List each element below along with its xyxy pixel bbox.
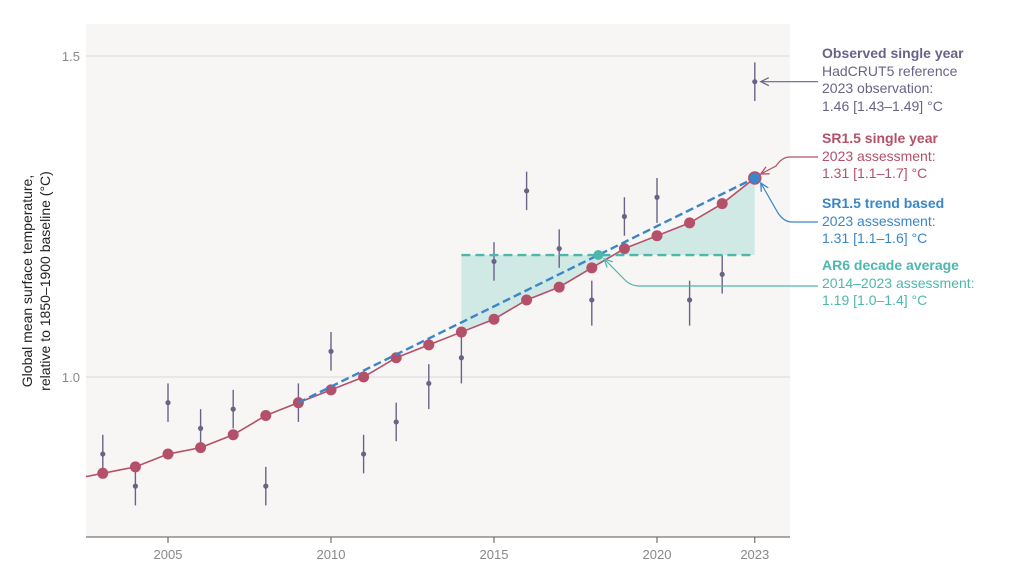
observed-point <box>556 246 562 252</box>
sr15-point <box>325 384 337 396</box>
observed-point <box>491 258 497 265</box>
sr15-point <box>227 429 239 441</box>
observed-point <box>263 483 269 489</box>
annotation-sr15-trend-title: SR1.5 trend based <box>822 195 945 211</box>
observed-point <box>198 425 204 431</box>
sr15-point <box>553 281 565 293</box>
x-tick-label: 2020 <box>643 547 672 562</box>
annotation-sr15-single-line-2: 1.31 [1.1–1.7] °C <box>822 165 928 181</box>
plot-background <box>86 24 790 537</box>
annotation-sr15-trend-line-1: 2023 assessment: <box>822 212 936 229</box>
sr15-point <box>423 339 435 351</box>
ar6-midpoint-marker <box>593 250 604 261</box>
annotation-arrows <box>604 82 818 287</box>
sr15-point <box>651 230 663 242</box>
observed-point <box>654 194 660 200</box>
annotation-ar6: AR6 decade average 2014–2023 assessment:… <box>822 257 975 310</box>
annotation-sr15-trend: SR1.5 trend based 2023 assessment: 1.31 … <box>822 195 944 248</box>
grid-lines <box>86 55 790 378</box>
observed-point <box>621 213 628 220</box>
arrow-sr15-trend <box>761 183 818 223</box>
sr15-point <box>195 442 207 454</box>
sr15-points <box>97 172 761 479</box>
y-axis-label-line-2: relative to 1850–1900 baseline (°C) <box>37 171 53 391</box>
observed-point <box>132 483 138 489</box>
x-tick-label: 2023 <box>740 547 769 562</box>
annotation-ar6-line-2: 1.19 [1.0–1.4] °C <box>822 292 928 308</box>
observed-point <box>524 188 530 194</box>
sr15-point <box>129 461 141 473</box>
observed-point <box>165 400 171 406</box>
observed-point <box>458 355 464 361</box>
sr15-point <box>521 294 533 306</box>
ar6-shaded-area <box>461 177 755 333</box>
x-tick-label: 2005 <box>154 547 183 562</box>
arrow-ar6 <box>604 259 818 287</box>
observed-point <box>230 406 236 412</box>
annotation-sr15-single-line-1: 2023 assessment: <box>822 147 936 164</box>
x-axis-ticks: 2005 2010 2015 2020 2023 <box>154 537 769 562</box>
annotation-sr15-trend-line-2: 1.31 [1.1–1.6] °C <box>822 230 928 246</box>
sr15-point <box>488 313 500 325</box>
y-tick-label: 1.5 <box>62 49 80 64</box>
y-axis-ticks: 1.0 1.5 <box>62 49 80 385</box>
sr15-point <box>586 262 598 274</box>
observed-point <box>589 297 595 303</box>
arrow-sr15-single <box>761 156 818 174</box>
sr15-point <box>358 371 370 383</box>
sr15-point <box>97 467 109 479</box>
observed-point <box>393 419 399 425</box>
annotation-observed-title: Observed single year <box>822 45 964 61</box>
sr15-point <box>618 243 630 255</box>
sr15-point <box>390 352 402 364</box>
annotation-observed-line-3: 1.46 [1.43–1.49] °C <box>822 97 943 114</box>
x-tick-label: 2010 <box>317 547 346 562</box>
sr15-point <box>162 448 174 460</box>
observed-point <box>100 451 106 457</box>
observed-point <box>328 348 334 354</box>
observed-point <box>687 297 693 303</box>
observed-point <box>426 380 432 387</box>
sr15-point <box>455 326 467 338</box>
annotation-ar6-title: AR6 decade average <box>822 257 959 273</box>
observed-point <box>361 451 367 457</box>
y-axis-label-line-1: Global mean surface temperature, <box>19 175 35 387</box>
annotation-observed-line-2: 2023 observation: <box>822 80 934 96</box>
observed-point <box>752 79 758 85</box>
sr15-trend-endpoint <box>748 171 762 185</box>
sr15-point <box>684 217 696 229</box>
annotation-sr15-single: SR1.5 single year 2023 assessment: 1.31 … <box>822 130 938 183</box>
observed-point <box>719 271 725 277</box>
sr15-single-year-line <box>85 177 756 478</box>
y-tick-label: 1.0 <box>62 370 80 385</box>
annotation-sr15-single-title: SR1.5 single year <box>822 130 938 146</box>
sr15-trend-line <box>297 176 756 404</box>
sr15-point <box>260 410 272 422</box>
x-tick-label: 2015 <box>480 547 509 562</box>
annotation-observed: Observed single year HadCRUT5 reference … <box>822 45 964 115</box>
annotation-observed-line-1: HadCRUT5 reference <box>822 62 958 79</box>
annotation-ar6-line-1: 2014–2023 assessment: <box>822 274 975 291</box>
sr15-point <box>716 198 728 210</box>
